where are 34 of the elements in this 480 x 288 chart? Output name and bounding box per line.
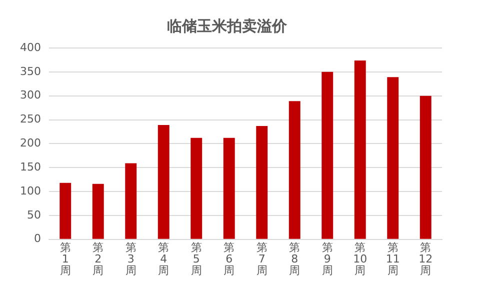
chart-title: 临储玉米拍卖溢价 [167, 16, 288, 35]
x-tick-label: 第8周 [289, 240, 300, 278]
y-tick-label: 150 [20, 160, 41, 174]
bar [158, 125, 170, 239]
x-tick-label: 第4周 [158, 240, 170, 278]
bar [354, 60, 366, 239]
bar [190, 138, 202, 239]
bar [420, 96, 432, 239]
y-tick-label: 200 [20, 136, 41, 150]
bar [92, 184, 104, 239]
bar [387, 77, 399, 239]
y-tick-label: 250 [20, 112, 41, 126]
y-tick-label: 350 [20, 64, 41, 78]
y-tick-label: 400 [20, 40, 41, 54]
x-tick-label: 第12周 [418, 240, 433, 278]
bar [322, 72, 334, 239]
bar [60, 182, 72, 239]
x-tick-label: 第11周 [386, 240, 400, 278]
bar [223, 138, 235, 239]
x-tick-label: 第3周 [125, 240, 136, 278]
y-tick-label: 0 [34, 232, 41, 246]
x-tick-label: 第10周 [353, 240, 368, 278]
y-tick-label: 300 [20, 88, 41, 102]
x-tick-label: 第5周 [190, 240, 202, 278]
bar [288, 101, 300, 239]
x-tick-label: 第7周 [256, 240, 268, 278]
x-tick-label: 第9周 [322, 240, 333, 278]
bar [125, 163, 137, 239]
y-tick-label: 100 [20, 184, 41, 198]
x-tick-label: 第1周 [60, 240, 71, 278]
x-tick-label: 第2周 [92, 240, 104, 278]
y-tick-label: 50 [26, 208, 41, 222]
bar [256, 126, 268, 239]
x-tick-label: 第6周 [224, 240, 235, 278]
